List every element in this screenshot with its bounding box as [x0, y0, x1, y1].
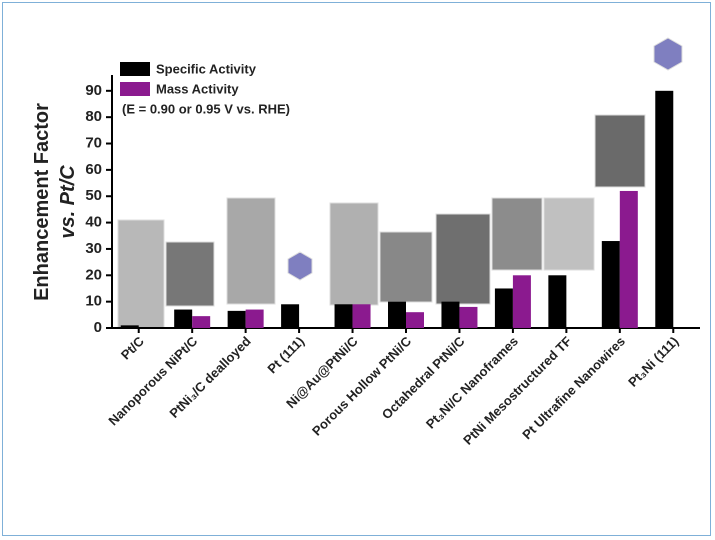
bar — [459, 307, 477, 328]
y-tick-label: 90 — [85, 82, 102, 99]
chart: Enhancement Factor vs. Pt/C 0 10 20 30 40 50 6… — [0, 0, 715, 540]
bar — [513, 275, 531, 328]
y-tick-label: 20 — [85, 266, 102, 283]
bar — [281, 304, 299, 328]
y-tick-label: 0 — [94, 319, 102, 336]
bar — [353, 304, 371, 328]
bar — [406, 312, 424, 328]
x-tick-label: PtNi Mesostructured TF — [460, 333, 574, 447]
x-tick-label: Porous Hollow PtNi/C — [309, 333, 415, 439]
bar — [495, 288, 513, 328]
y-label-2: vs. Pt/C — [57, 165, 79, 239]
bar — [388, 302, 406, 328]
legend-swatch — [120, 62, 150, 76]
legend-label: Mass Activity — [156, 81, 239, 96]
y-tick-label: 40 — [85, 214, 102, 231]
bar — [548, 275, 566, 328]
bar — [121, 325, 139, 328]
y-tick-label: 10 — [85, 293, 102, 310]
bar — [335, 304, 353, 328]
bar — [192, 316, 210, 328]
y-tick-label: 60 — [85, 161, 102, 178]
bar — [228, 311, 246, 328]
y-tick-label: 70 — [85, 134, 102, 151]
bar — [441, 302, 459, 328]
legend-note: (E = 0.90 or 0.95 V vs. RHE) — [122, 101, 290, 116]
bar — [620, 191, 638, 328]
y-tick-label: 30 — [85, 240, 102, 257]
bar — [246, 310, 264, 328]
x-tick-label: Pt Ultrafine Nanowires — [519, 334, 628, 443]
x-tick-label: Pt₃Ni/C Nanoframes — [423, 334, 521, 432]
bar — [655, 91, 673, 328]
x-tick-label: Nanoporous NiPt/C — [105, 333, 200, 428]
y-label: Enhancement Factor — [31, 103, 53, 301]
y-tick-label: 50 — [85, 187, 102, 204]
legend-swatch — [120, 82, 150, 96]
x-tick-label: Pt₃Ni (111) — [625, 334, 681, 390]
x-tick-label: Pt (111) — [264, 334, 307, 377]
legend-label: Specific Activity — [156, 61, 257, 76]
x-tick-label: Pt/C — [118, 333, 147, 362]
bar — [174, 310, 192, 328]
bar — [602, 241, 620, 328]
y-tick-label: 80 — [85, 108, 102, 125]
